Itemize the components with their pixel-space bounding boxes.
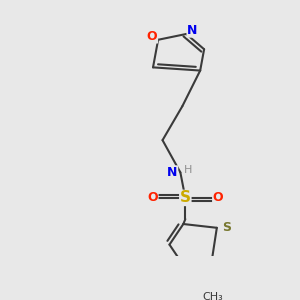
Text: O: O: [147, 191, 158, 204]
Text: S: S: [180, 190, 191, 206]
Text: H: H: [184, 165, 193, 175]
Text: N: N: [167, 166, 178, 179]
Text: S: S: [222, 221, 231, 234]
Text: N: N: [187, 24, 197, 37]
Text: O: O: [147, 30, 158, 43]
Text: CH₃: CH₃: [203, 292, 224, 300]
Text: O: O: [213, 191, 223, 204]
